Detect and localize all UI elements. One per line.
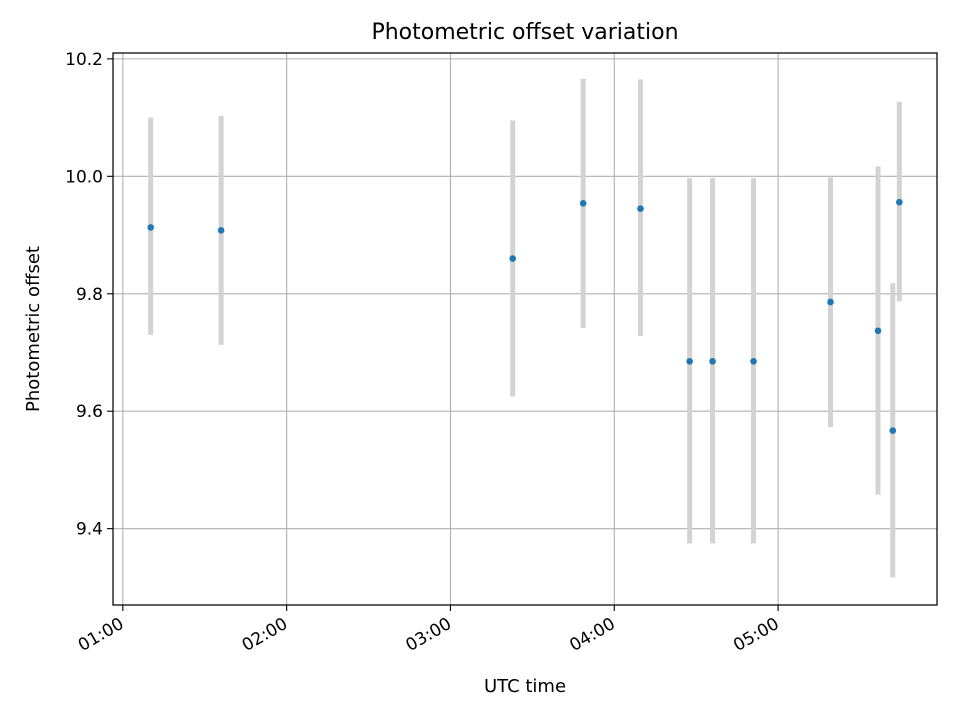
- point-layer: [147, 198, 903, 434]
- data-point: [827, 298, 834, 306]
- data-point: [874, 327, 882, 335]
- tick-layer: 9.4 9.6 9.8 10.0 10.2 01:00 02:00 03:00 04:00 05:…: [65, 50, 782, 656]
- y-tick-label: 9.4: [76, 520, 103, 540]
- chart-title: Photometric offset variation: [371, 20, 678, 45]
- y-tick-label: 9.6: [76, 402, 103, 422]
- data-point: [217, 227, 225, 234]
- data-point: [889, 427, 897, 434]
- data-point: [509, 255, 517, 262]
- y-axis-label: Photometric offset: [23, 246, 44, 412]
- x-tick-label: 05:00: [730, 614, 782, 656]
- y-tick-label: 10.2: [65, 50, 103, 70]
- data-point: [686, 357, 693, 365]
- x-tick-label: 04:00: [566, 614, 618, 656]
- plot-frame: [112, 52, 938, 606]
- data-point: [750, 357, 757, 365]
- data-point: [147, 224, 154, 231]
- x-tick-label: 03:00: [403, 614, 455, 656]
- x-tick-label: 01:00: [75, 614, 127, 656]
- errorbar-layer: [148, 78, 902, 578]
- data-point: [709, 357, 716, 365]
- y-tick-label: 9.8: [76, 285, 103, 305]
- data-point: [637, 205, 644, 212]
- data-point: [896, 198, 903, 206]
- y-tick-label: 10.0: [65, 167, 103, 187]
- data-point: [579, 200, 587, 207]
- grid-layer: [113, 53, 937, 605]
- x-axis-label: UTC time: [484, 676, 566, 697]
- x-tick-label: 02:00: [239, 614, 291, 656]
